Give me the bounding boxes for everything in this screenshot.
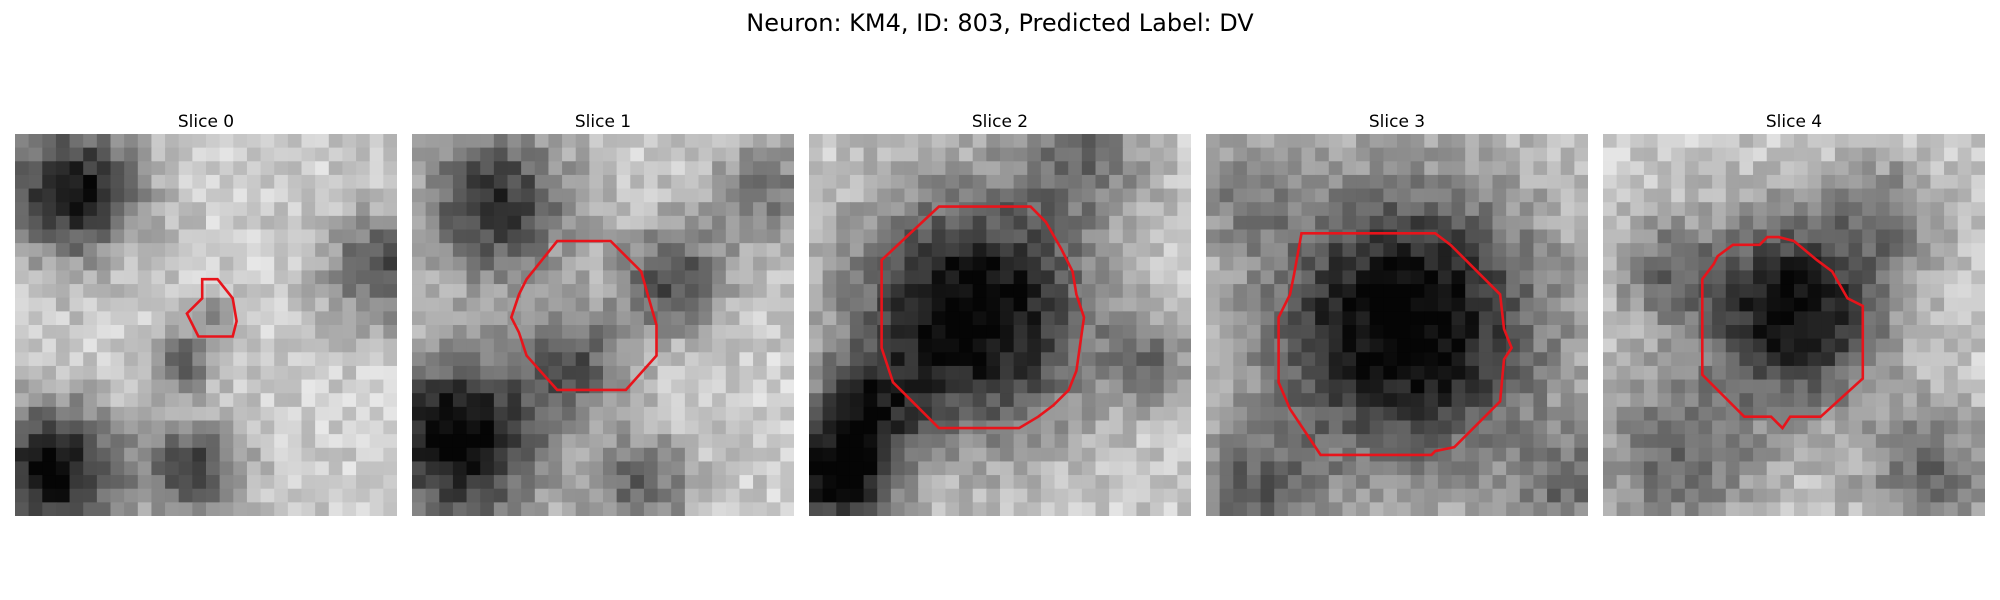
figure-title: Neuron: KM4, ID: 803, Predicted Label: D… [746,9,1254,37]
slice-image-4 [1603,134,1985,516]
slice-image-0 [15,134,397,516]
mask-contour [509,239,658,392]
slice-panel-0: Slice 0 [15,110,397,516]
slice-title-4: Slice 4 [1765,112,1823,132]
slice-image-2 [809,134,1191,516]
image-pixels [1206,134,1588,516]
slice-panel-1: Slice 1 [412,110,794,516]
image-pixels [809,134,1191,516]
image-pixels [412,134,794,516]
slice-panel-3: Slice 3 [1206,110,1588,516]
slice-panel-2: Slice 2 [809,110,1191,516]
slice-title-1: Slice 1 [574,112,632,132]
slice-panel-4: Slice 4 [1603,110,1985,516]
mask-contour [1277,232,1514,457]
slice-title-0: Slice 0 [177,112,235,132]
slice-title-2: Slice 2 [971,112,1029,132]
slice-image-1 [412,134,794,516]
mask-contour [185,277,238,338]
mask-contour [1701,235,1865,431]
slice-title-3: Slice 3 [1368,112,1426,132]
image-pixels [15,134,397,516]
mask-contour [880,205,1086,430]
slice-image-3 [1206,134,1588,516]
image-pixels [1603,134,1985,516]
